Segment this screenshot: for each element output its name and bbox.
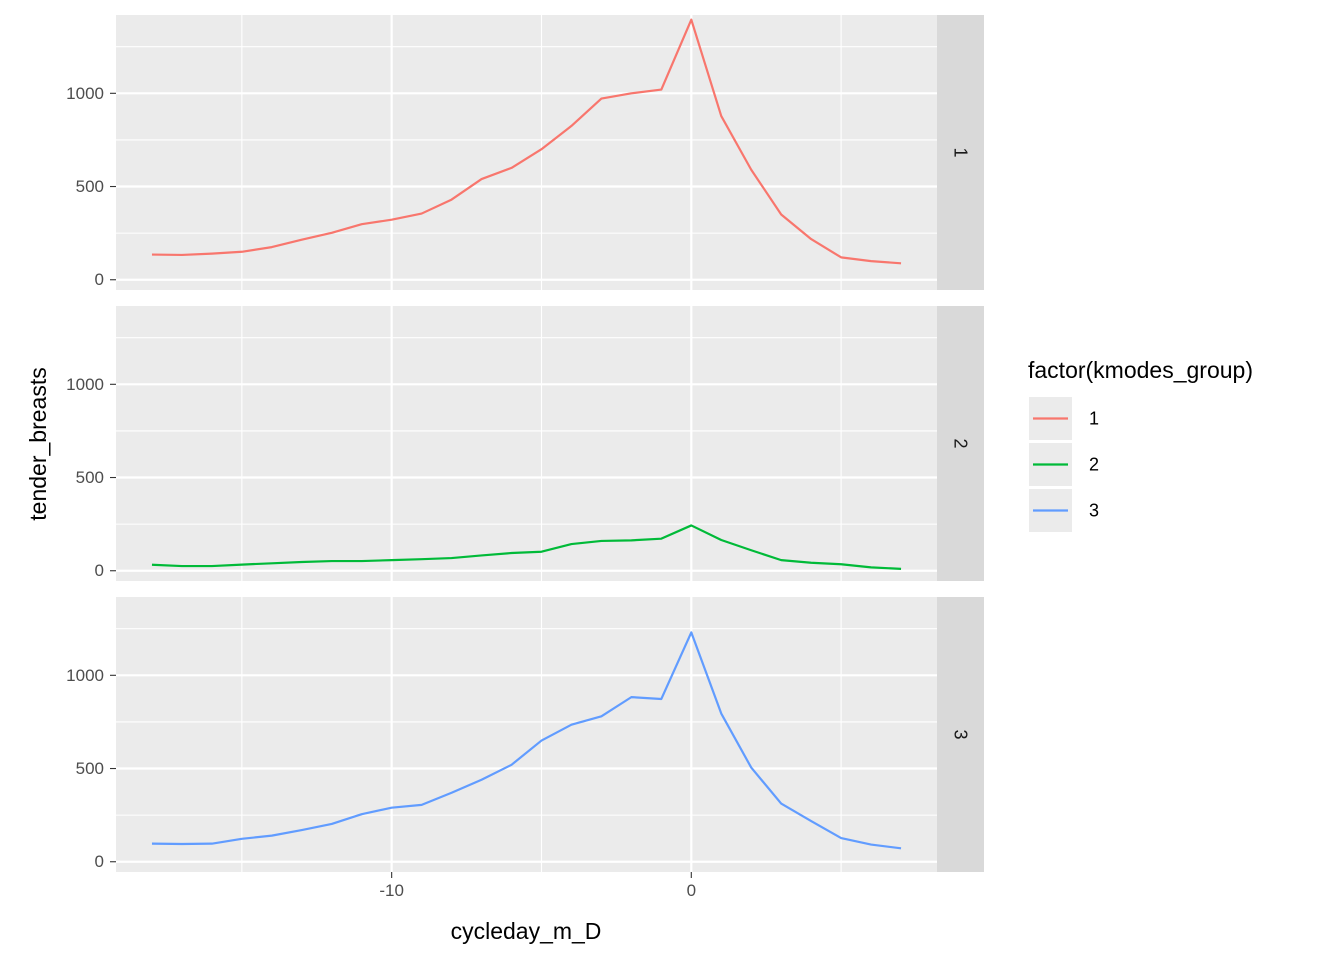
legend-label: 3 (1089, 501, 1099, 521)
legend-label: 1 (1089, 409, 1099, 429)
x-axis-ticks: -10 0 (379, 872, 696, 900)
y-tick-label: 0 (95, 270, 104, 289)
y-tick-label: 0 (95, 852, 104, 871)
x-tick-label: -10 (379, 881, 404, 900)
facet-panel-1: 1 (116, 15, 984, 290)
y-tick-label: 0 (95, 561, 104, 580)
y-tick-label: 1000 (66, 666, 104, 685)
panel-background (116, 15, 937, 290)
facet-strip (937, 15, 984, 290)
facet-strip-label: 2 (951, 438, 971, 448)
series-line-1 (151, 18, 902, 265)
legend-item-1: 1 (1029, 397, 1099, 440)
panels: 1 2 3 (116, 15, 984, 872)
legend: factor(kmodes_group) 1 2 3 (1028, 357, 1253, 532)
x-axis-title: cycleday_m_D (451, 918, 602, 944)
y-tick-label: 500 (76, 177, 104, 196)
legend-label: 2 (1089, 455, 1099, 475)
x-tick-label: 0 (687, 881, 696, 900)
y-tick-label: 1000 (66, 375, 104, 394)
y-tick-label: 1000 (66, 84, 104, 103)
series-line-3 (151, 631, 902, 850)
y-axis-ticks: 0 500 1000 0 500 1000 0 500 1000 (66, 84, 116, 871)
legend-title: factor(kmodes_group) (1028, 357, 1253, 383)
y-axis-title: tender_breasts (25, 367, 51, 520)
legend-item-2: 2 (1029, 443, 1099, 486)
facet-panel-2: 2 (116, 306, 984, 581)
panel-background (116, 597, 937, 872)
panel-background (116, 306, 937, 581)
facet-strip (937, 306, 984, 581)
facet-strip (937, 597, 984, 872)
facet-panel-3: 3 (116, 597, 984, 872)
facet-strip-label: 3 (951, 729, 971, 739)
y-tick-label: 500 (76, 468, 104, 487)
y-tick-label: 500 (76, 759, 104, 778)
legend-item-3: 3 (1029, 489, 1099, 532)
facet-strip-label: 1 (951, 147, 971, 157)
series-line-2 (151, 524, 902, 570)
